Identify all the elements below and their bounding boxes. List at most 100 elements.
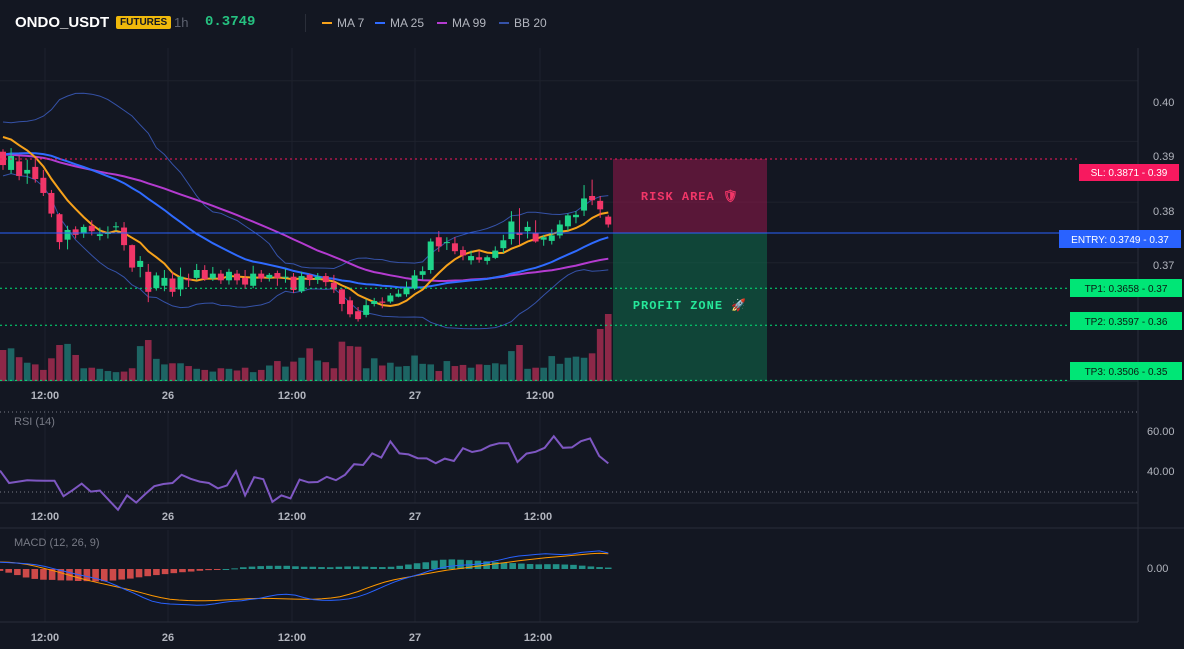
candle-body — [306, 274, 313, 280]
macd-hist-bar — [526, 564, 534, 569]
price-tick-037: 0.37 — [1153, 260, 1174, 272]
timeframe-label[interactable]: 1h — [174, 15, 189, 30]
volume-bar — [500, 364, 507, 381]
time-tick-26: 26 — [162, 632, 174, 644]
candle-body — [468, 256, 475, 261]
candle-body — [443, 242, 450, 244]
volume-bars — [0, 314, 612, 381]
volume-bar — [572, 356, 580, 381]
macd-hist-bar — [92, 569, 99, 582]
time-axis-price: 12:00 26 12:00 27 12:00 — [31, 390, 554, 402]
macd-hist-bar — [48, 569, 56, 580]
macd-hist-bar — [387, 566, 395, 569]
volume-bar — [387, 362, 394, 381]
macd-hist-bar — [187, 569, 195, 572]
volume-bar — [427, 364, 435, 381]
candle-body — [451, 243, 458, 252]
macd-hist-bar — [448, 559, 456, 569]
candle-body — [363, 305, 370, 315]
candle-body — [556, 224, 563, 236]
macd-hist-bar — [500, 562, 508, 569]
macd-hist-bar — [248, 566, 256, 569]
macd-hist-bar — [292, 566, 299, 569]
candle-body — [96, 234, 103, 237]
rsi-label: RSI (14) — [14, 416, 55, 428]
sl-tag[interactable] — [1079, 164, 1179, 181]
volume-bar — [217, 368, 225, 381]
tp1-tag[interactable] — [1070, 279, 1182, 297]
macd-hist-bar — [361, 566, 369, 569]
volume-bar — [23, 362, 31, 381]
candle-body — [274, 273, 281, 278]
rsi-tick-40: 40.00 — [1147, 466, 1175, 478]
volume-bar — [298, 357, 305, 381]
candle-body — [371, 300, 378, 304]
volume-bar — [96, 368, 104, 381]
volume-bar — [0, 349, 7, 381]
macd-hist-bar — [274, 565, 282, 569]
volume-bar — [48, 358, 55, 381]
macd-hist-bar — [40, 569, 47, 580]
candle-body — [242, 277, 249, 285]
volume-bar — [370, 358, 378, 381]
volume-bar — [330, 368, 338, 381]
moving-averages — [2, 136, 609, 308]
volume-bar — [120, 371, 128, 381]
candle-body — [161, 277, 168, 286]
candle-body — [427, 241, 434, 270]
ma7-line — [2, 136, 609, 308]
price-tick-040: 0.40 — [1153, 97, 1174, 109]
volume-bar — [56, 345, 63, 381]
macd-hist-bar — [222, 569, 230, 570]
candle-body — [217, 273, 224, 281]
legend-ma7[interactable]: MA 7 — [322, 16, 364, 30]
symbol-title[interactable]: ONDO_USDT — [15, 14, 110, 31]
candle-body — [8, 155, 15, 170]
macd-hist-bar — [604, 567, 612, 569]
macd-hist-bar — [196, 569, 204, 571]
entry-tag[interactable] — [1059, 230, 1181, 248]
macd-hist-bar — [344, 566, 351, 569]
macd-line — [0, 550, 609, 606]
volume-bar — [40, 369, 47, 381]
macd-hist-bar — [318, 567, 325, 569]
ma25-line — [2, 152, 609, 289]
volume-bar — [185, 366, 192, 381]
macd-hist-bar — [474, 560, 482, 569]
tp3-tag[interactable] — [1070, 362, 1182, 380]
legend-ma25[interactable]: MA 25 — [375, 16, 424, 30]
candle-body — [508, 221, 515, 240]
macd-hist-bar — [326, 567, 334, 569]
macd-hist-bar — [335, 566, 343, 569]
header-divider — [305, 14, 306, 32]
macd-hist-bar — [135, 569, 143, 578]
macd-hist-bar — [213, 569, 221, 570]
volume-bar — [564, 357, 572, 381]
candle-body — [492, 250, 499, 258]
level-tags: SL: 0.3871 - 0.39 ENTRY: 0.3749 - 0.37 T… — [1059, 164, 1182, 380]
volume-bar — [596, 328, 604, 381]
candle-body — [24, 169, 31, 174]
volume-bar — [604, 314, 612, 381]
legend-ma99[interactable]: MA 99 — [437, 16, 486, 30]
candlesticks — [0, 148, 612, 322]
candle-body — [145, 271, 152, 292]
legend-bb20[interactable]: BB 20 — [499, 16, 547, 30]
tp2-tag-label: TP2: 0.3597 - 0.36 — [1085, 317, 1168, 328]
rsi-tick-60: 60.00 — [1147, 426, 1175, 438]
tp2-tag[interactable] — [1070, 312, 1182, 330]
ma25-swatch-icon — [375, 22, 385, 24]
macd-hist-bar — [57, 569, 65, 581]
volume-bar — [556, 363, 564, 381]
entry-tag-label: ENTRY: 0.3749 - 0.37 — [1071, 235, 1169, 246]
volume-bar — [483, 364, 491, 381]
time-axis-rsi: 12:00 26 12:00 27 12:00 — [31, 511, 552, 523]
time-tick-27: 27 — [409, 390, 421, 402]
candle-body — [177, 276, 184, 290]
candle-body — [56, 214, 63, 243]
candle-body — [290, 276, 297, 291]
volume-bar — [169, 363, 176, 381]
candle-body — [16, 161, 23, 176]
macd-hist-bar — [179, 569, 186, 573]
